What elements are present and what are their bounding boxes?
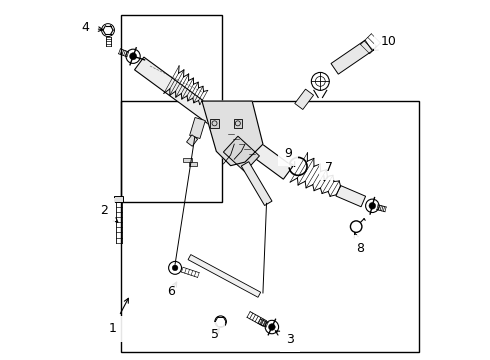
Text: 6: 6: [168, 282, 177, 298]
Text: 9: 9: [284, 147, 294, 166]
Circle shape: [369, 202, 376, 209]
Text: 2: 2: [100, 204, 118, 222]
Bar: [210, 119, 219, 128]
Polygon shape: [241, 162, 272, 206]
Text: 1: 1: [108, 298, 128, 335]
Polygon shape: [223, 136, 259, 172]
Circle shape: [129, 53, 137, 60]
Polygon shape: [187, 135, 197, 146]
Polygon shape: [188, 255, 261, 297]
Text: 7: 7: [324, 161, 333, 181]
Polygon shape: [295, 89, 314, 109]
Polygon shape: [202, 101, 263, 166]
Bar: [122, 15, 221, 202]
Bar: [234, 119, 242, 128]
Bar: [122, 101, 419, 352]
Polygon shape: [135, 57, 293, 179]
Text: 5: 5: [211, 328, 220, 341]
Polygon shape: [190, 117, 205, 139]
Text: 3: 3: [275, 331, 294, 346]
Bar: [115, 196, 123, 202]
Circle shape: [172, 265, 178, 271]
Polygon shape: [331, 40, 372, 74]
Circle shape: [269, 324, 275, 330]
Bar: [183, 158, 192, 162]
Bar: [189, 162, 197, 166]
Text: 4: 4: [81, 21, 103, 34]
Text: 10: 10: [373, 35, 396, 50]
Polygon shape: [336, 185, 366, 207]
Text: 8: 8: [354, 233, 364, 255]
